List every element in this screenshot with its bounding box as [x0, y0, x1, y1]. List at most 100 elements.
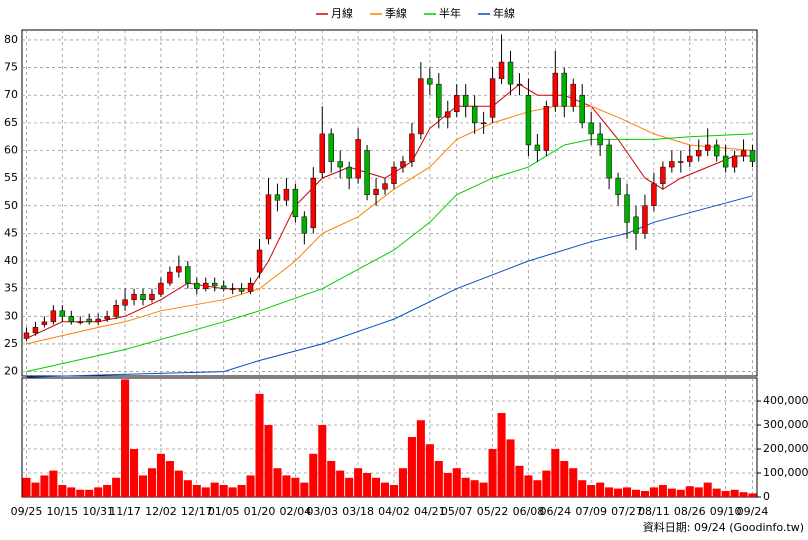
candle-body: [579, 94, 585, 124]
x-tick-label: 12/02: [145, 505, 177, 518]
volume-bar: [416, 420, 425, 497]
volume-bar: [300, 482, 309, 497]
candle-body: [445, 111, 451, 118]
candle-body: [409, 133, 415, 162]
x-tick-label: 05/22: [477, 505, 509, 518]
volume-bar: [649, 487, 658, 497]
volume-bar: [578, 480, 587, 497]
x-tick-label: 03/18: [342, 505, 374, 518]
volume-bar: [336, 470, 345, 497]
volume-bar: [569, 468, 578, 497]
candle-body: [328, 133, 334, 162]
y-tick-label: 20: [4, 365, 18, 378]
candle-body: [633, 216, 639, 234]
candle-body: [543, 106, 550, 151]
candle-body: [364, 150, 370, 195]
candle-body: [292, 188, 299, 218]
y-tick-label: 80: [4, 33, 18, 46]
volume-bar: [605, 487, 614, 497]
volume-bar: [658, 485, 667, 497]
volume-bar: [219, 485, 228, 497]
volume-bar: [147, 468, 157, 497]
volume-bar: [676, 489, 685, 497]
candle-body: [50, 310, 57, 323]
candle-body: [704, 144, 711, 151]
candle-body: [77, 321, 83, 324]
volume-bar: [138, 475, 148, 497]
x-tick-label: 09/24: [737, 505, 769, 518]
volume-bar: [703, 482, 712, 497]
y2-tick-label: 100,000: [763, 466, 808, 479]
x-tick-label: 08/11: [638, 505, 670, 518]
y-tick-label: 40: [4, 254, 18, 267]
volume-bar: [398, 468, 407, 497]
candle-body: [355, 139, 361, 179]
volume-bar: [551, 449, 560, 497]
candle-body: [59, 310, 66, 317]
candle-body: [122, 299, 128, 306]
volume-bar: [506, 439, 515, 497]
candle-body: [211, 282, 218, 287]
candle-body: [454, 94, 460, 113]
volume-bar: [237, 485, 246, 497]
volume-bar: [318, 425, 327, 497]
candle-body: [265, 194, 272, 240]
price-frame: [21, 29, 758, 377]
x-tick-label: 01/20: [244, 505, 276, 518]
y-tick-label: 35: [4, 282, 18, 295]
candle-body: [525, 94, 532, 146]
candle-body: [516, 83, 523, 86]
candle-body: [220, 285, 227, 289]
x-tick-label: 10/15: [46, 505, 78, 518]
candle-body: [310, 177, 317, 229]
volume-bar: [372, 477, 381, 497]
volume-bar: [434, 461, 443, 497]
volume-bar: [363, 473, 372, 497]
volume-bar: [130, 449, 139, 497]
candle-body: [131, 293, 137, 300]
candle-body: [319, 133, 325, 173]
volume-bar: [622, 487, 632, 497]
candle-body: [95, 318, 101, 323]
volume-bar: [40, 475, 49, 497]
x-tick-label: 09/10: [710, 505, 742, 518]
y-tick-label: 55: [4, 171, 18, 184]
volume-bar: [165, 461, 174, 497]
volume-bar: [443, 473, 452, 497]
x-tick-label: 05/07: [441, 505, 473, 518]
x-tick-label: 06/24: [539, 505, 571, 518]
candle-body: [471, 106, 478, 124]
candle-body: [32, 327, 39, 334]
volume-bar: [246, 475, 255, 497]
volume-bar: [694, 487, 703, 497]
legend-label: 年線: [493, 6, 515, 20]
x-tick-label: 08/26: [674, 505, 706, 518]
candle-body: [660, 166, 666, 184]
candle-body: [480, 122, 487, 125]
y-tick-label: 30: [4, 309, 18, 322]
volume-bar: [85, 489, 94, 497]
candle-body: [256, 249, 263, 273]
y-tick-label: 65: [4, 116, 18, 129]
volume-bar: [49, 470, 58, 497]
y-tick-label: 70: [4, 88, 18, 101]
x-tick-label: 03/03: [306, 505, 338, 518]
candle-body: [194, 282, 200, 289]
volume-bar: [560, 461, 569, 497]
volume-bar: [739, 492, 748, 497]
candle-body: [687, 155, 693, 162]
candle-body: [713, 144, 720, 157]
candle-body: [678, 161, 684, 163]
candle-body: [391, 166, 397, 184]
volume-bar: [309, 453, 318, 497]
volume-bar: [121, 379, 130, 497]
y-tick-label: 75: [4, 61, 18, 74]
candle-body: [373, 188, 379, 195]
volume-bar: [174, 470, 183, 497]
candle-body: [462, 94, 469, 107]
candle-body: [669, 161, 675, 168]
volume-bar: [587, 485, 596, 497]
y-tick-label: 50: [4, 199, 18, 212]
candle-body: [552, 72, 559, 107]
